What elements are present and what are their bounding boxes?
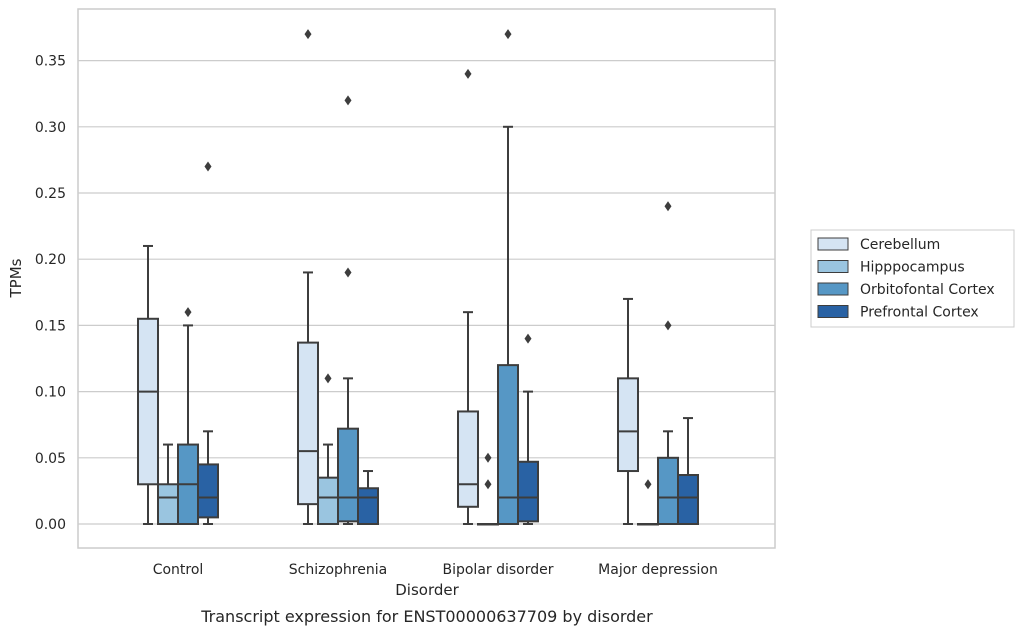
legend: Cerebellum Hipppocampus Orbitofontal Corte… bbox=[810, 229, 1015, 328]
y-tick-label: 0.15 bbox=[35, 318, 66, 334]
box-prefrontal-cortex bbox=[517, 333, 539, 525]
chart-caption: Transcript expression for ENST0000063770… bbox=[200, 607, 653, 626]
outlier-point bbox=[484, 452, 492, 463]
box-body bbox=[137, 317, 159, 486]
y-tick-label: 0.20 bbox=[35, 252, 66, 268]
box-body bbox=[677, 474, 699, 525]
y-tick-label: 0.00 bbox=[35, 517, 66, 533]
y-tick-label: 0.10 bbox=[35, 385, 66, 401]
box-body bbox=[357, 487, 379, 526]
x-axis-ticks: Control Schizophrenia Bipolar disorder Majo… bbox=[153, 562, 718, 578]
x-tick-label: Major depression bbox=[598, 562, 718, 578]
legend-swatch bbox=[817, 237, 849, 251]
outlier-point bbox=[184, 307, 192, 318]
outlier-point bbox=[464, 68, 472, 79]
box-body bbox=[197, 463, 219, 519]
box-orbitofontal-cortex bbox=[497, 29, 519, 525]
legend-label: Orbitofontal Cortex bbox=[860, 282, 995, 298]
y-tick-label: 0.30 bbox=[35, 120, 66, 136]
legend-label: Cerebellum bbox=[860, 237, 940, 253]
box-prefrontal-cortex bbox=[357, 470, 379, 526]
outlier-point bbox=[524, 333, 532, 344]
legend-swatch bbox=[817, 305, 849, 318]
box-body bbox=[457, 410, 479, 508]
box-cerebellum bbox=[457, 68, 479, 525]
outlier-point bbox=[504, 29, 512, 40]
outlier-point bbox=[484, 479, 492, 490]
box-prefrontal-cortex bbox=[197, 161, 219, 525]
box-prefrontal-cortex bbox=[677, 417, 699, 525]
y-tick-label: 0.05 bbox=[35, 451, 66, 467]
box-body bbox=[337, 427, 359, 523]
box-body bbox=[497, 364, 519, 525]
box-orbitofontal-cortex bbox=[177, 307, 199, 525]
box-orbitofontal-cortex bbox=[337, 95, 359, 525]
plot-frame bbox=[77, 8, 776, 549]
outlier-point bbox=[304, 29, 312, 40]
box-body bbox=[617, 377, 639, 473]
box-cerebellum bbox=[297, 29, 319, 525]
legend-swatch bbox=[817, 260, 849, 273]
outlier-point bbox=[664, 320, 672, 331]
outlier-point bbox=[664, 201, 672, 212]
box-groups bbox=[137, 29, 699, 526]
legend-label: Prefrontal Cortex bbox=[860, 305, 979, 321]
y-tick-label: 0.25 bbox=[35, 186, 66, 202]
x-axis-label: Disorder bbox=[395, 581, 459, 599]
y-axis-ticks: 0.00 0.05 0.10 0.15 0.20 0.25 0.30 0.35 bbox=[35, 54, 66, 533]
box-body bbox=[157, 483, 179, 525]
x-tick-label: Schizophrenia bbox=[289, 562, 387, 578]
y-axis-label: TPMs bbox=[7, 258, 25, 298]
box-hipppocampus bbox=[317, 373, 339, 526]
box-body bbox=[657, 456, 679, 525]
x-tick-label: Control bbox=[153, 562, 204, 578]
outlier-point bbox=[344, 95, 352, 106]
outlier-point bbox=[324, 373, 332, 384]
box-cerebellum bbox=[137, 244, 159, 525]
x-tick-label: Bipolar disorder bbox=[442, 562, 553, 578]
legend-label: Hipppocampus bbox=[860, 260, 965, 276]
outlier-point bbox=[344, 267, 352, 278]
box-hipppocampus bbox=[157, 443, 179, 525]
box-cerebellum bbox=[617, 297, 639, 525]
y-tick-label: 0.35 bbox=[35, 54, 66, 70]
box-orbitofontal-cortex bbox=[657, 201, 679, 525]
outlier-point bbox=[644, 479, 652, 490]
box-body bbox=[517, 460, 539, 523]
outlier-point bbox=[204, 161, 212, 172]
legend-swatch bbox=[817, 282, 849, 296]
box-body bbox=[297, 341, 319, 506]
box-body bbox=[317, 476, 339, 526]
